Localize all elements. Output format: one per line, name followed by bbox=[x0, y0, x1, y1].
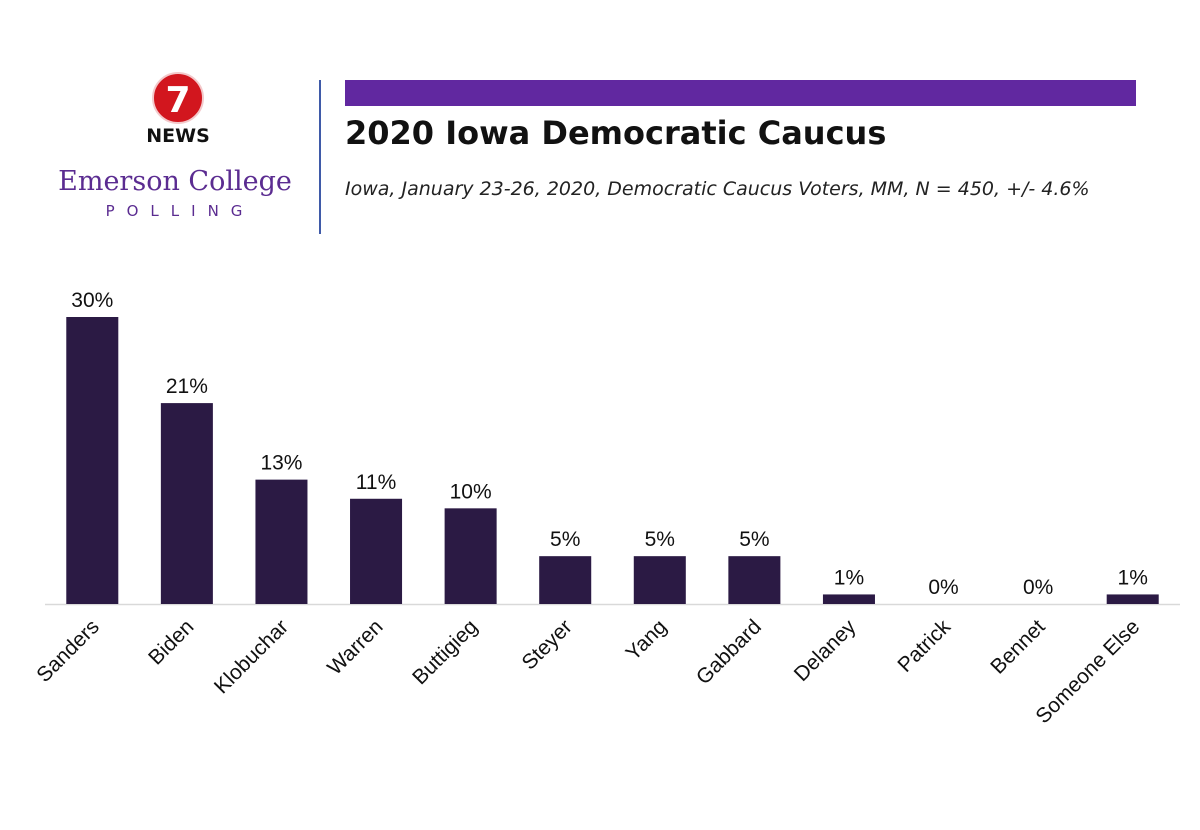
x-tick-label-yang: Yang bbox=[621, 615, 671, 665]
data-label-delaney: 1% bbox=[834, 566, 864, 589]
x-tick-label-gabbard: Gabbard bbox=[692, 615, 766, 689]
data-label-patrick: 0% bbox=[928, 576, 958, 599]
x-tick-label-delaney: Delaney bbox=[790, 615, 861, 686]
7news-logo-circle bbox=[153, 73, 203, 123]
college-name: Emerson College bbox=[58, 166, 292, 197]
data-label-bennet: 0% bbox=[1023, 576, 1053, 599]
bar-klobuchar bbox=[255, 479, 308, 604]
data-label-klobuchar: 13% bbox=[260, 452, 302, 475]
x-tick-label-bennet: Bennet bbox=[986, 615, 1049, 678]
header-divider bbox=[319, 80, 321, 234]
7news-logo-number: 7 bbox=[165, 80, 190, 121]
polling-label: POLLING bbox=[105, 202, 255, 220]
data-label-buttigieg: 10% bbox=[450, 480, 492, 503]
chart-title: 2020 Iowa Democratic Caucus bbox=[345, 114, 887, 152]
data-label-yang: 5% bbox=[645, 528, 675, 551]
bar-delaney bbox=[822, 594, 875, 604]
data-label-sanders: 30% bbox=[71, 289, 113, 312]
7news-logo: 7 NEWS bbox=[146, 72, 210, 147]
bar-steyer bbox=[539, 556, 592, 604]
x-tick-label-steyer: Steyer bbox=[518, 615, 577, 674]
accent-bar bbox=[345, 80, 1136, 106]
7news-logo-label: NEWS bbox=[146, 125, 210, 147]
bar-chart: 30% Sanders 21% Biden 13% Klobuchar 11% Warren 1… bbox=[32, 289, 1180, 728]
data-label-steyer: 5% bbox=[550, 528, 580, 551]
bar-warren bbox=[350, 498, 403, 604]
bar-sanders bbox=[66, 317, 119, 604]
x-tick-label-sanders: Sanders bbox=[32, 615, 104, 687]
logo-block: 7 NEWS Emerson College POLLING bbox=[40, 70, 310, 240]
bar-someone-else bbox=[1106, 594, 1159, 604]
chart-subtitle: Iowa, January 23-26, 2020, Democratic Ca… bbox=[345, 178, 1090, 200]
bar-gabbard bbox=[728, 556, 781, 604]
x-tick-label-warren: Warren bbox=[323, 615, 387, 679]
bar-biden bbox=[160, 403, 213, 604]
bar-yang bbox=[633, 556, 686, 604]
x-tick-label-biden: Biden bbox=[144, 615, 198, 669]
data-label-biden: 21% bbox=[166, 375, 208, 398]
data-label-gabbard: 5% bbox=[739, 528, 769, 551]
x-tick-label-klobuchar: Klobuchar bbox=[210, 615, 293, 698]
x-tick-label-patrick: Patrick bbox=[893, 615, 955, 677]
x-tick-label-buttigieg: Buttigieg bbox=[408, 615, 482, 689]
data-label-someone-else: 1% bbox=[1118, 566, 1148, 589]
bar-buttigieg bbox=[444, 508, 497, 604]
data-label-warren: 11% bbox=[356, 471, 396, 494]
